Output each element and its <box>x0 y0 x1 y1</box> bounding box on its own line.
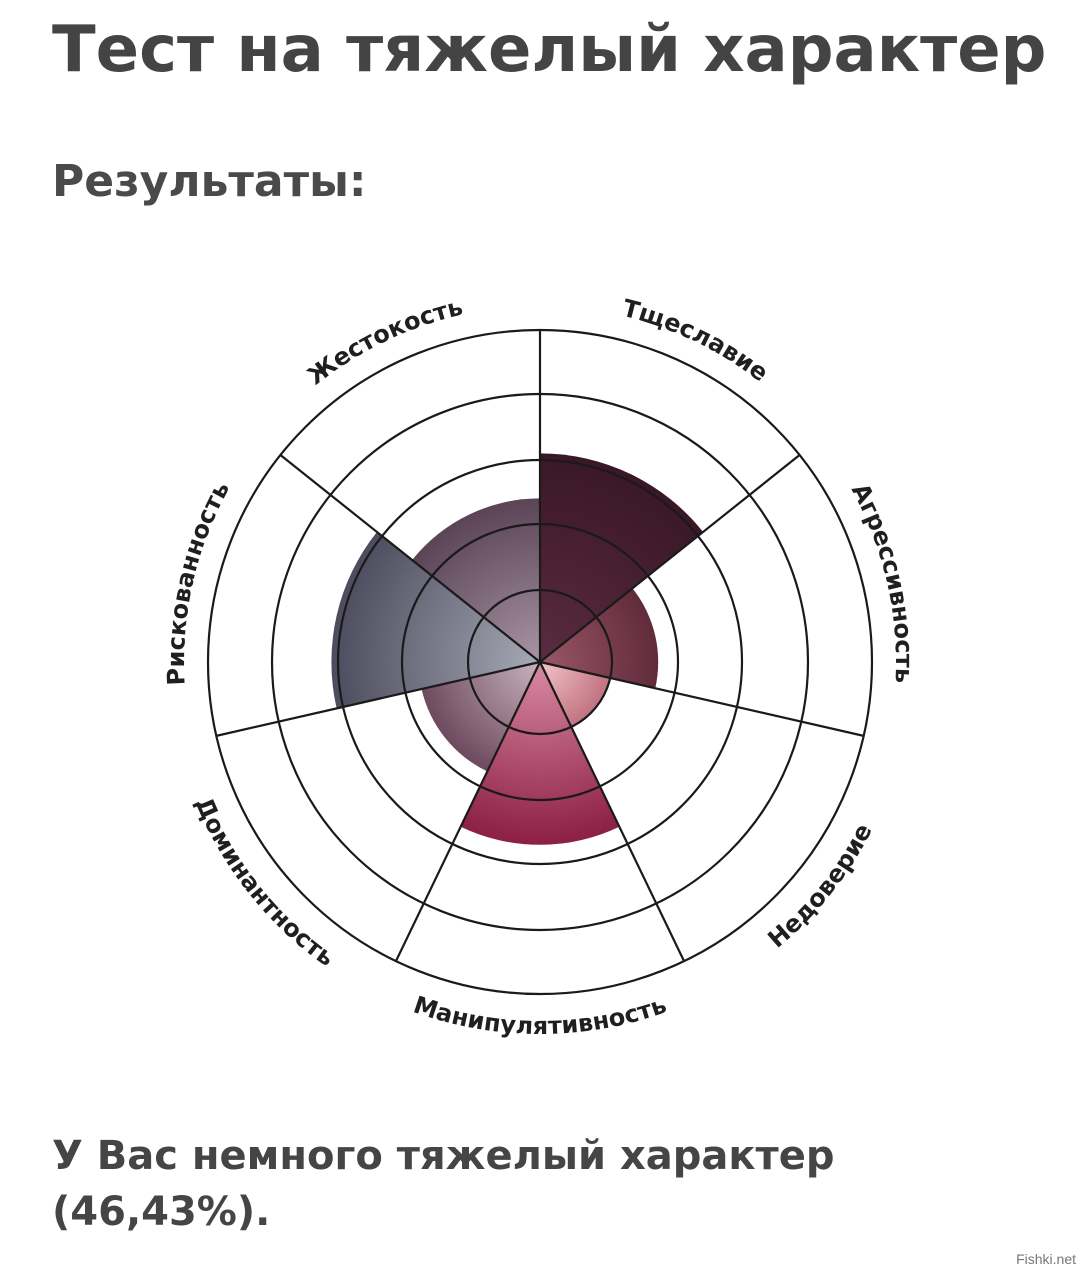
sector-2 <box>540 588 659 689</box>
sector-6 <box>331 531 540 709</box>
result-text: У Вас немного тяжелый характер (46,43%). <box>52 1128 1012 1240</box>
results-heading: Результаты: <box>52 156 367 207</box>
grid-spoke-7 <box>279 454 541 663</box>
sector-7 <box>412 498 540 662</box>
grid-spoke-2 <box>539 454 801 663</box>
chart-sectors <box>331 453 704 845</box>
result-line-1: У Вас немного тяжелый характер <box>52 1133 835 1179</box>
category-label-5: Доминантность <box>190 793 340 972</box>
grid-spoke-5 <box>394 661 541 962</box>
category-label-7: Жестокость <box>302 293 465 391</box>
character-polar-chart: ТщеславиеАгрессивностьНедовериеМанипулят… <box>162 293 918 1040</box>
grid-spoke-4 <box>539 661 686 962</box>
sector-1 <box>540 453 704 662</box>
category-label-1: Тщеславие <box>620 294 774 387</box>
page-title: Тест на тяжелый характер <box>52 13 1047 87</box>
grid-spoke-6 <box>216 660 541 737</box>
grid-spoke-3 <box>539 660 864 737</box>
category-label-6: Рискованность <box>162 477 235 686</box>
sector-5 <box>421 662 540 772</box>
category-label-2: Агрессивность <box>846 479 918 684</box>
watermark: Fishki.net <box>1016 1251 1076 1267</box>
result-percent: (46,43%). <box>52 1189 271 1235</box>
category-label-4: Манипулятивность <box>410 991 670 1040</box>
chart-grid <box>206 328 874 996</box>
sector-4 <box>460 662 620 845</box>
